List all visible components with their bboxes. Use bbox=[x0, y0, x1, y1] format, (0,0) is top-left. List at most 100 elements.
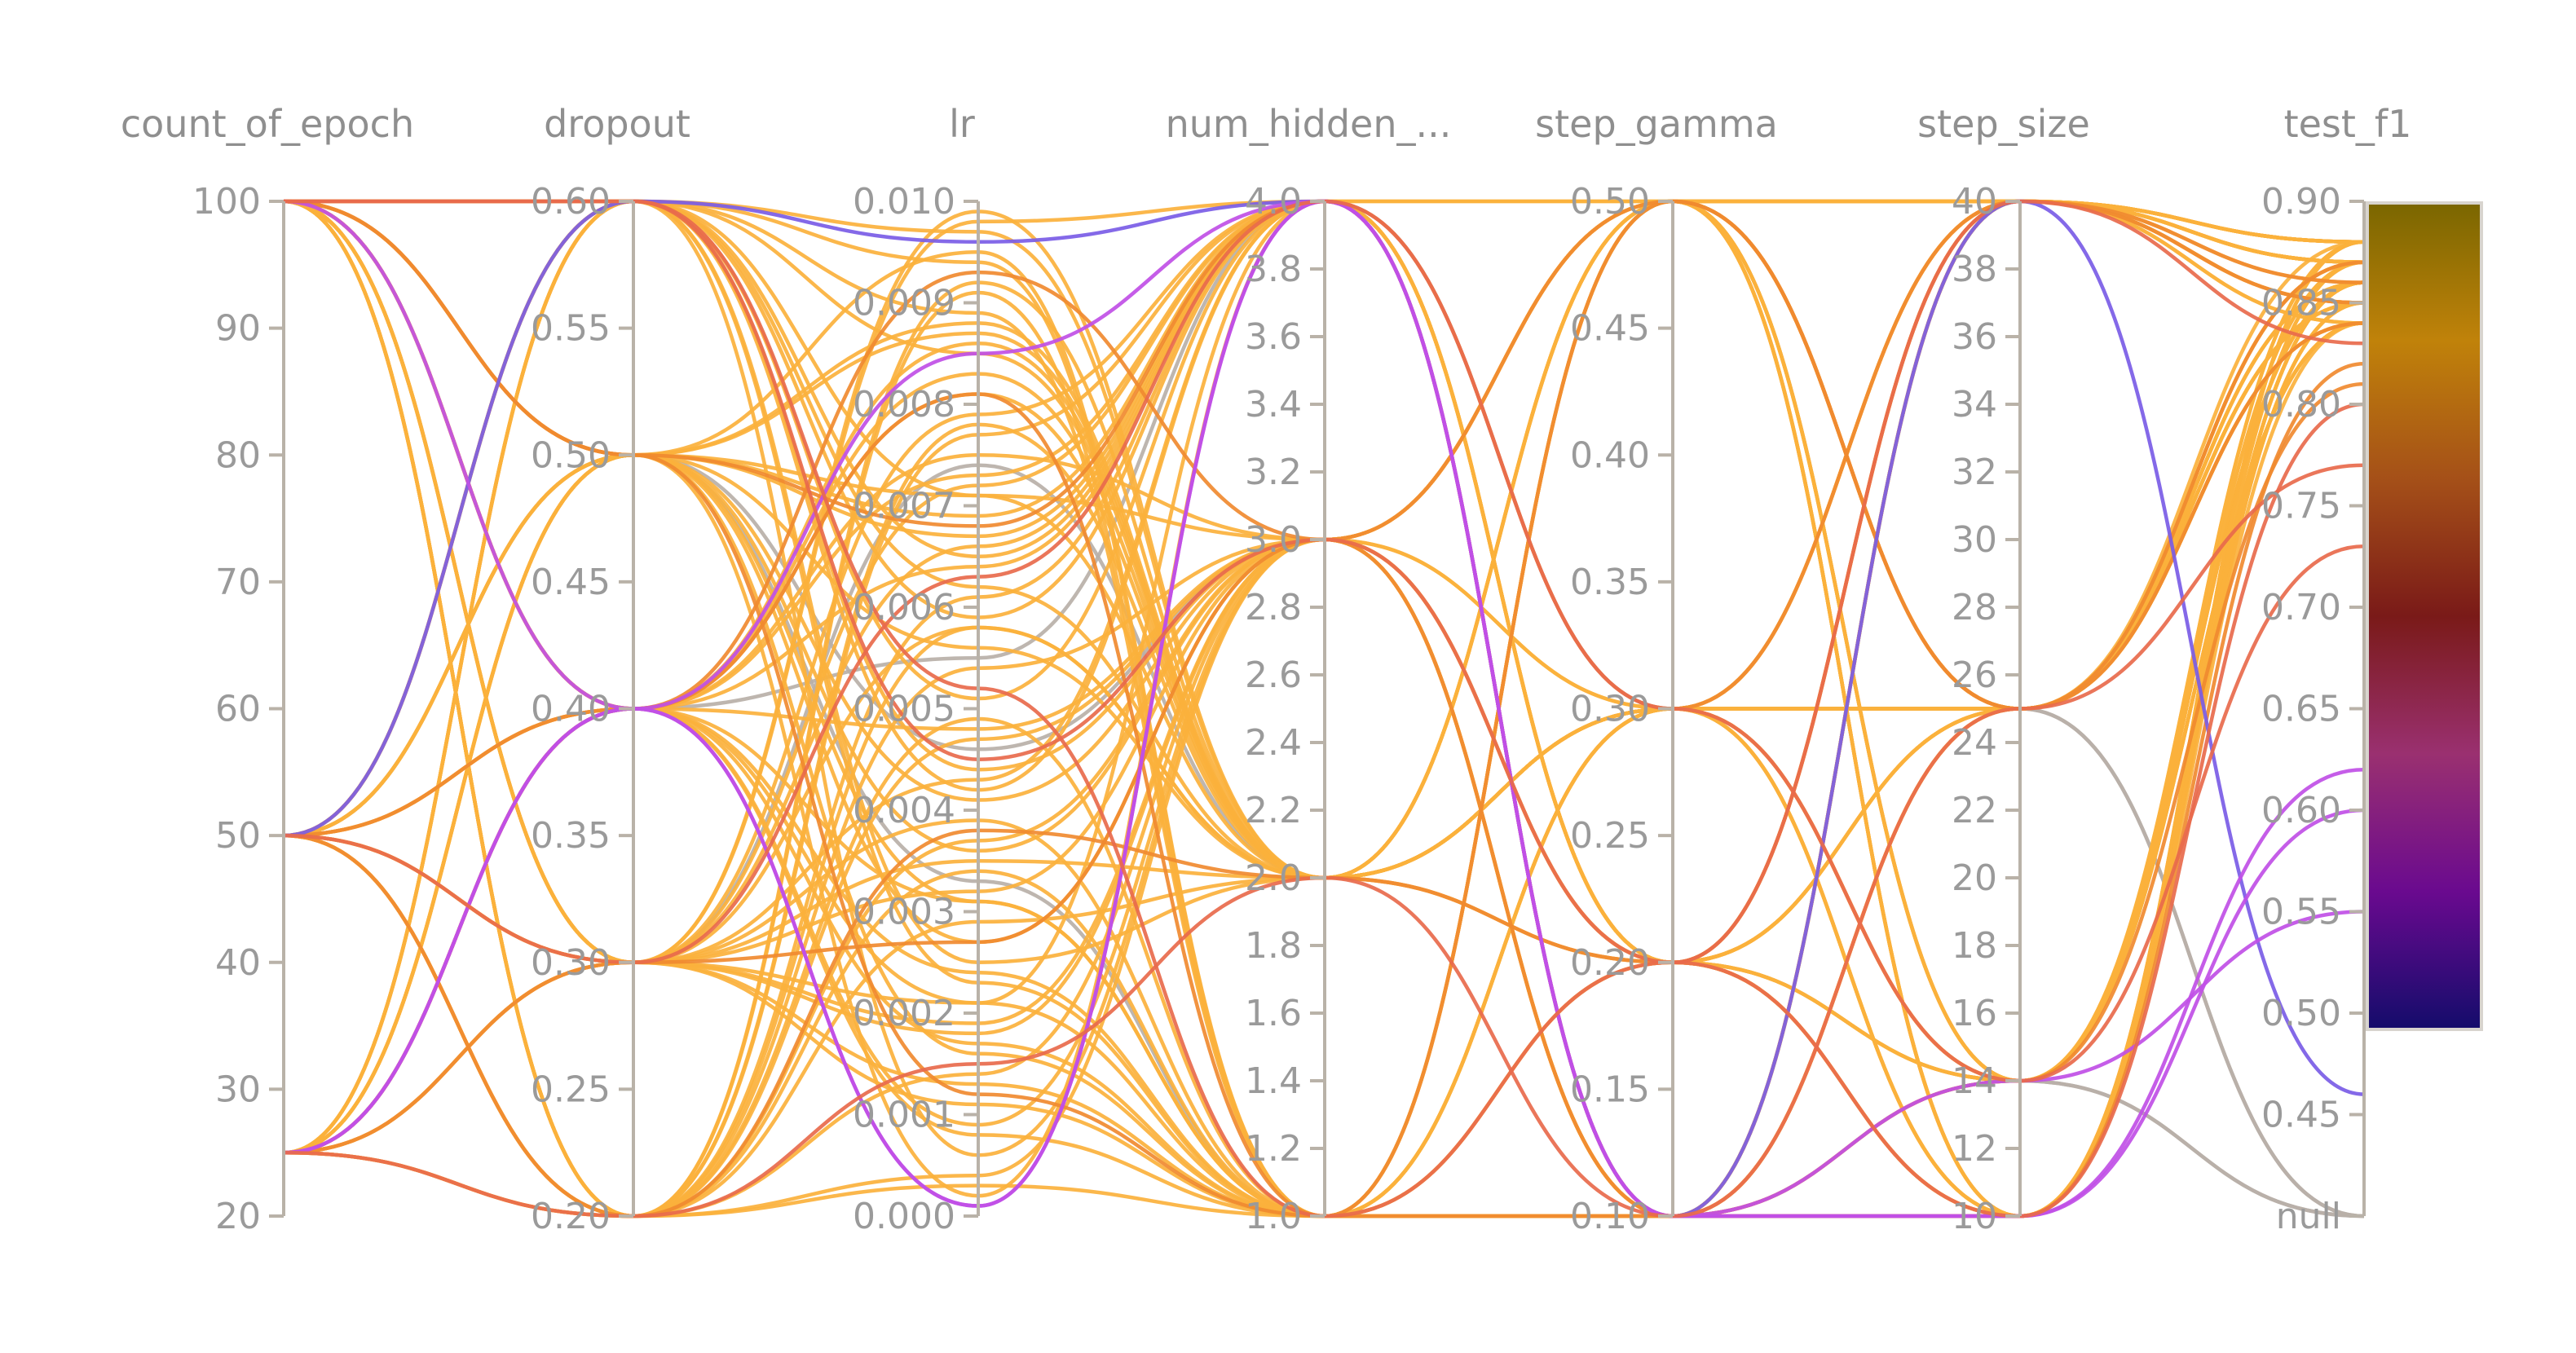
tick-label: 3.0 bbox=[1245, 519, 1302, 561]
tick-label: 0.006 bbox=[853, 587, 955, 628]
axis-title: dropout bbox=[544, 102, 690, 146]
tick-label: 0.65 bbox=[2261, 689, 2341, 730]
tick-label: 80 bbox=[215, 434, 261, 476]
run-line[interactable] bbox=[284, 199, 2365, 1219]
tick-label: 0.45 bbox=[531, 562, 611, 603]
tick-label: 1.6 bbox=[1245, 993, 1302, 1034]
axis-title: num_hidden_... bbox=[1166, 102, 1452, 146]
tick-label: 0.50 bbox=[1570, 181, 1650, 223]
tick-label: 1.4 bbox=[1245, 1060, 1302, 1102]
axis-title: step_size bbox=[1917, 102, 2090, 146]
tick-label: 0.35 bbox=[531, 815, 611, 857]
tick-label: 50 bbox=[215, 815, 261, 857]
tick-label: 0.90 bbox=[2261, 181, 2341, 223]
colorbar bbox=[2366, 201, 2483, 1031]
tick-label: 0.003 bbox=[853, 892, 955, 933]
tick-label: 1.8 bbox=[1245, 925, 1302, 967]
tick-label: 10 bbox=[1952, 1196, 1997, 1237]
tick-label: 32 bbox=[1952, 452, 1997, 493]
tick-label: 38 bbox=[1952, 249, 1997, 290]
axes: count_of_epoch 100 90 80 70 60 50 40 30 20 dropout… bbox=[121, 102, 2412, 1237]
tick-label: 2.8 bbox=[1245, 587, 1302, 628]
tick-label: 0.75 bbox=[2261, 486, 2341, 527]
tick-label: 16 bbox=[1952, 993, 1997, 1034]
tick-label: 0.20 bbox=[1570, 942, 1650, 984]
tick-label: 22 bbox=[1952, 790, 1997, 831]
tick-label: 2.0 bbox=[1245, 857, 1302, 899]
tick-label: 20 bbox=[215, 1196, 261, 1237]
tick-label: 40 bbox=[215, 942, 261, 984]
tick-label: 0.50 bbox=[531, 434, 611, 476]
colorbar-gradient bbox=[2366, 201, 2483, 1031]
tick-label: 100 bbox=[192, 181, 261, 223]
tick-label: 1.2 bbox=[1245, 1128, 1302, 1170]
axis-num_hidden[interactable]: num_hidden_... 4.0 3.8 3.6 3.4 3.2 3.0 2.8 2.6 2.… bbox=[1166, 102, 1452, 1237]
tick-label: 24 bbox=[1952, 722, 1997, 764]
axis-lr[interactable]: lr 0.010 0.009 0.008 0.007 0.006 0.005 0.004 0.0… bbox=[853, 102, 980, 1237]
axis-title: lr bbox=[949, 102, 975, 146]
axis-title: count_of_epoch bbox=[121, 102, 414, 146]
axis-step_size[interactable]: step_size 40 38 36 34 32 30 28 26 24 22 20 18 16 14 12 1… bbox=[1917, 102, 2090, 1237]
tick-label: 0.10 bbox=[1570, 1196, 1650, 1237]
tick-label: 0.80 bbox=[2261, 384, 2341, 425]
tick-label: 70 bbox=[215, 562, 261, 603]
tick-label: 18 bbox=[1952, 925, 1997, 967]
tick-label: 0.30 bbox=[1570, 689, 1650, 730]
tick-label: 90 bbox=[215, 308, 261, 350]
tick-label: 3.8 bbox=[1245, 249, 1302, 290]
tick-label: 0.010 bbox=[853, 181, 955, 223]
tick-label: 0.009 bbox=[853, 283, 955, 324]
axis-title: step_gamma bbox=[1535, 102, 1778, 146]
tick-label: 30 bbox=[1952, 519, 1997, 561]
tick-label: 14 bbox=[1952, 1060, 1997, 1102]
tick-label: 2.6 bbox=[1245, 654, 1302, 696]
tick-label: 0.005 bbox=[853, 689, 955, 730]
tick-label: 0.35 bbox=[1570, 562, 1650, 603]
tick-label: 0.15 bbox=[1570, 1069, 1650, 1110]
run-line[interactable] bbox=[284, 199, 2365, 1219]
axis-dropout[interactable]: dropout 0.60 0.55 0.50 0.45 0.40 0.35 0.30 0.25 0… bbox=[531, 102, 690, 1237]
tick-label: 0.60 bbox=[531, 181, 611, 223]
tick-label: 0.55 bbox=[2261, 892, 2341, 933]
tick-label: 36 bbox=[1952, 316, 1997, 358]
tick-label: 28 bbox=[1952, 587, 1997, 628]
tick-label: 0.40 bbox=[1570, 434, 1650, 476]
tick-label: 0.45 bbox=[2261, 1095, 2341, 1136]
tick-label: 3.4 bbox=[1245, 384, 1302, 425]
tick-label: 0.70 bbox=[2261, 587, 2341, 628]
tick-label: 4.0 bbox=[1245, 181, 1302, 223]
axis-count_of_epoch[interactable]: count_of_epoch 100 90 80 70 60 50 40 30 20 bbox=[121, 102, 414, 1237]
tick-label: 0.25 bbox=[531, 1069, 611, 1110]
tick-label: 2.4 bbox=[1245, 722, 1302, 764]
tick-label: 0.60 bbox=[2261, 790, 2341, 831]
tick-label: 0.001 bbox=[853, 1095, 955, 1136]
tick-label: 0.40 bbox=[531, 689, 611, 730]
tick-label: 2.2 bbox=[1245, 790, 1302, 831]
tick-label: 0.000 bbox=[853, 1196, 955, 1237]
axis-test_f1[interactable]: test_f1 0.90 0.85 0.80 0.75 0.70 0.65 0.60 0.55 0… bbox=[2261, 102, 2411, 1237]
tick-label: 3.6 bbox=[1245, 316, 1302, 358]
tick-label: 0.25 bbox=[1570, 815, 1650, 857]
tick-label: 0.45 bbox=[1570, 308, 1650, 350]
tick-label: 26 bbox=[1952, 654, 1997, 696]
tick-label: 0.50 bbox=[2261, 993, 2341, 1034]
tick-label: 0.007 bbox=[853, 486, 955, 527]
tick-label: 0.85 bbox=[2261, 283, 2341, 324]
tick-label: 34 bbox=[1952, 384, 1997, 425]
tick-label: 30 bbox=[215, 1069, 261, 1110]
axis-step_gamma[interactable]: step_gamma 0.50 0.45 0.40 0.35 0.30 0.25 0.20 0.… bbox=[1535, 102, 1778, 1237]
tick-label: 60 bbox=[215, 689, 261, 730]
tick-label: 1.0 bbox=[1245, 1196, 1302, 1237]
tick-label: 0.008 bbox=[853, 384, 955, 425]
run-lines bbox=[283, 199, 2365, 1219]
tick-label: 40 bbox=[1952, 181, 1997, 223]
tick-label: 20 bbox=[1952, 857, 1997, 899]
tick-label: 3.2 bbox=[1245, 452, 1302, 493]
tick-label: 0.004 bbox=[853, 790, 955, 831]
run-line[interactable] bbox=[283, 199, 2365, 1083]
tick-label: 0.30 bbox=[531, 942, 611, 984]
axis-title: test_f1 bbox=[2284, 102, 2412, 146]
tick-label: 0.20 bbox=[531, 1196, 611, 1237]
tick-label: 12 bbox=[1952, 1128, 1997, 1170]
